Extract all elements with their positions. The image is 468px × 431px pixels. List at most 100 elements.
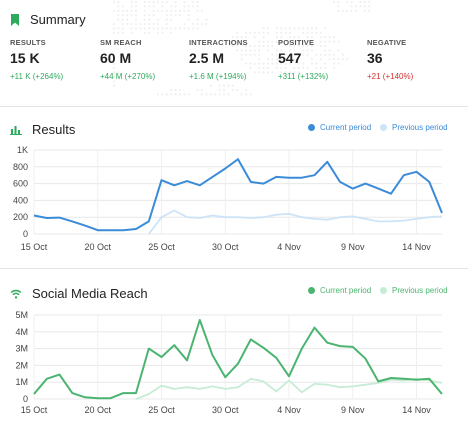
x-tick-label: 25 Oct [148,405,175,415]
map-dot [156,22,160,26]
map-dot [187,9,190,12]
y-tick-label: 0 [23,229,28,239]
map-dot [280,31,283,34]
kpi-change: +44 M (+270%) [100,72,156,81]
map-dot [170,5,173,8]
results-chart[interactable]: 0 200 400 600 800 1K 15 Oct 20 Oct 25 Oct 30 Oct 4… [0,140,468,260]
map-dot [240,36,243,39]
map-dot [275,31,278,34]
map-dot [130,14,133,17]
map-dot [253,44,256,48]
map-dot [284,31,287,34]
map-dot [183,0,186,4]
x-tick-label: 4 Nov [277,242,301,252]
map-dot [174,27,177,30]
map-dot [112,75,116,78]
reach-legend-previous[interactable]: Previous period [380,286,448,295]
map-dot [271,53,274,56]
map-dot [209,84,212,87]
map-dot [297,71,300,74]
x-tick-label: 9 Nov [341,405,365,415]
map-dot [152,22,155,26]
map-dot [354,5,358,8]
map-dot [253,62,256,65]
map-dot [187,18,190,21]
map-dot [240,53,243,56]
y-tick-label: 1K [17,145,28,155]
map-dot [368,9,371,12]
legend-dot [380,287,387,294]
map-dot [337,9,340,12]
map-dot [218,93,221,96]
map-dot [337,5,340,8]
map-dot [363,5,366,8]
map-dot [170,93,173,96]
map-dot [258,71,261,74]
map-dot [319,58,322,61]
map-dot [152,0,155,4]
map-dot [280,66,283,70]
map-dot [280,71,283,74]
map-dot [249,53,252,56]
reach-chart[interactable]: 0 1M 2M 3M 4M 5M 15 Oct 20 Oct 25 Oct 30 Oct 4 Nov… [0,306,468,428]
map-dot [288,40,292,43]
legend-label: Current period [320,123,372,132]
map-dot [117,0,120,4]
results-legend-previous[interactable]: Previous period [380,123,448,132]
map-dot [174,9,177,12]
map-dot [262,36,265,39]
reach-legend-current[interactable]: Current period [308,286,371,295]
map-dot [288,62,292,65]
map-dot [262,44,265,48]
x-tick-label: 25 Oct [148,242,175,252]
map-dot [152,14,155,17]
map-dot [143,31,146,34]
map-dot [165,18,168,21]
map-dot [139,22,142,26]
results-title: Results [32,122,76,137]
map-dot [205,18,208,21]
map-dot [306,49,309,52]
y-tick-label: 200 [13,212,28,222]
map-dot [192,5,195,8]
map-dot [130,22,133,26]
map-dot [178,27,182,30]
x-tick-label: 15 Oct [21,405,48,415]
map-dot [310,49,314,52]
map-dot [121,27,124,30]
map-dot [165,9,168,12]
map-dot [117,71,120,74]
map-dot [236,88,239,92]
map-dot [258,40,261,43]
map-dot [117,18,120,21]
series-previous-period [148,209,443,235]
map-dot [310,27,314,30]
map-dot [271,44,274,48]
map-dot [112,31,116,34]
map-dot [196,9,199,12]
map-dot [350,9,353,12]
y-tick-label: 3M [15,344,28,354]
map-dot [183,22,186,26]
map-dot [253,53,256,56]
map-dot [112,22,116,26]
map-dot [112,80,116,83]
map-dot [293,40,296,43]
map-dot [293,66,296,70]
results-legend-current[interactable]: Current period [308,123,371,132]
map-dot [121,5,124,8]
map-dot [161,93,164,96]
map-dot [332,53,336,56]
map-dot [139,27,142,30]
legend-label: Previous period [392,286,448,295]
y-tick-label: 0 [23,394,28,404]
map-dot [271,62,274,65]
map-dot [121,31,124,34]
reach-title: Social Media Reach [32,286,148,301]
map-dot [214,93,217,96]
x-tick-label: 4 Nov [277,405,301,415]
map-dot [244,62,248,65]
kpi-value: 547 [278,50,302,66]
map-dot [130,5,133,8]
map-dot [156,27,160,30]
